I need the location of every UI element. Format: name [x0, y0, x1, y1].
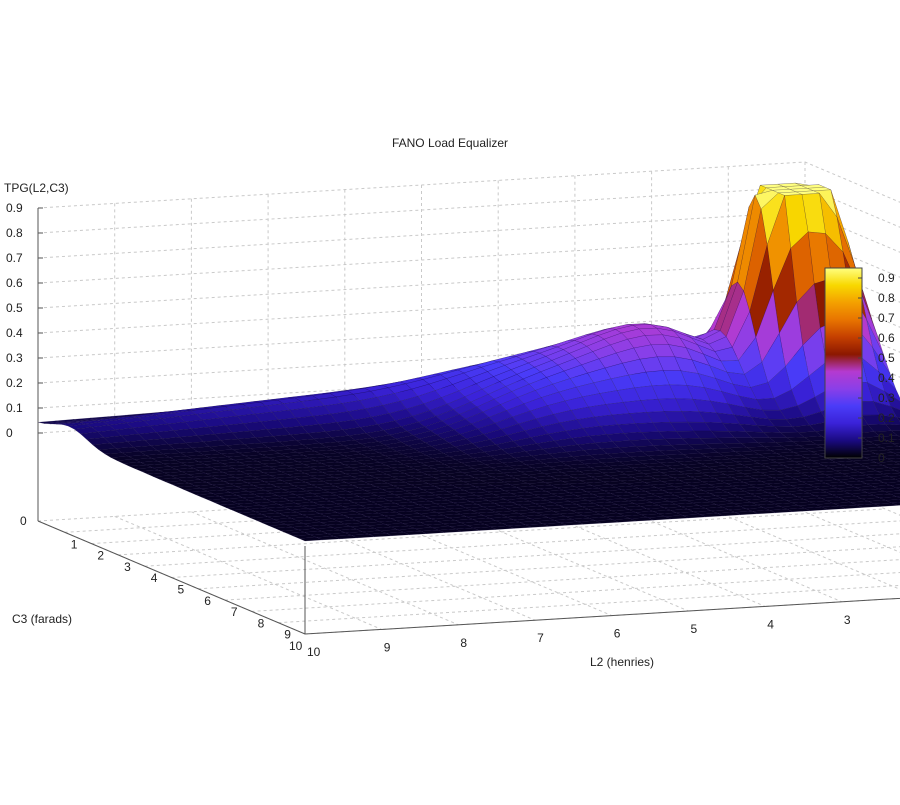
x-tick-label: 7: [537, 631, 544, 645]
floor-gridline: [225, 554, 900, 600]
z-base-tick-label: 0: [20, 514, 27, 528]
x-tick-label: 8: [460, 636, 467, 650]
colorbar-tick-label: 0.6: [878, 331, 895, 345]
x-tick-label: 3: [844, 613, 851, 627]
z-tick-label: 0.5: [6, 301, 23, 315]
colorbar-tick-label: 0.3: [878, 391, 895, 405]
floor-gridline: [172, 532, 900, 578]
colorbar-tick-label: 0.8: [878, 291, 895, 305]
y-tick-label: 10: [289, 639, 303, 653]
x-axis-label: L2 (henries): [590, 655, 654, 669]
y-tick-label: 1: [71, 537, 78, 551]
z-tick-label: 0: [6, 426, 13, 440]
z-tick-label: 0.6: [6, 276, 23, 290]
colorbar-tick-label: 0.5: [878, 351, 895, 365]
y-tick-label: 3: [124, 560, 131, 574]
colorbar-tick-label: 0.2: [878, 411, 895, 425]
floor-gridline: [305, 588, 900, 634]
y-tick-label: 5: [178, 583, 185, 597]
x-tick-label: 9: [384, 640, 391, 654]
y-tick-label: 7: [231, 605, 238, 619]
colorbar-tick-label: 0.9: [878, 271, 895, 285]
colorbar-tick-label: 0.1: [878, 431, 895, 445]
x-tick-label: 6: [614, 627, 621, 641]
z-tick-label: 0.1: [6, 401, 23, 415]
floor-gridline: [278, 577, 900, 623]
y-tick-label: 8: [258, 616, 265, 630]
x-tick-label: 5: [691, 622, 698, 636]
y-tick-label: 2: [97, 549, 104, 563]
colorbar-tick-label: 0.7: [878, 311, 895, 325]
x-tick-label: 4: [767, 617, 774, 631]
z-tick-label: 0.2: [6, 376, 23, 390]
colorbar-tick-label: 0: [878, 451, 885, 465]
z-axis-label: TPG(L2,C3): [4, 181, 69, 195]
z-tick-label: 0.3: [6, 351, 23, 365]
z-tick-label: 0.8: [6, 226, 23, 240]
colorbar-tick-label: 0.4: [878, 371, 895, 385]
z-tick-label: 0.9: [6, 201, 23, 215]
x-tick-label: 10: [307, 645, 321, 659]
surface-mesh: [38, 183, 900, 541]
colorbar: [825, 268, 862, 458]
chart-title: FANO Load Equalizer: [0, 136, 900, 150]
y-tick-label: 6: [204, 594, 211, 608]
z-tick-label: 0.7: [6, 251, 23, 265]
y-axis-label: C3 (farads): [12, 612, 72, 626]
z-tick-label: 0.4: [6, 326, 23, 340]
y-tick-label: 4: [151, 571, 158, 585]
